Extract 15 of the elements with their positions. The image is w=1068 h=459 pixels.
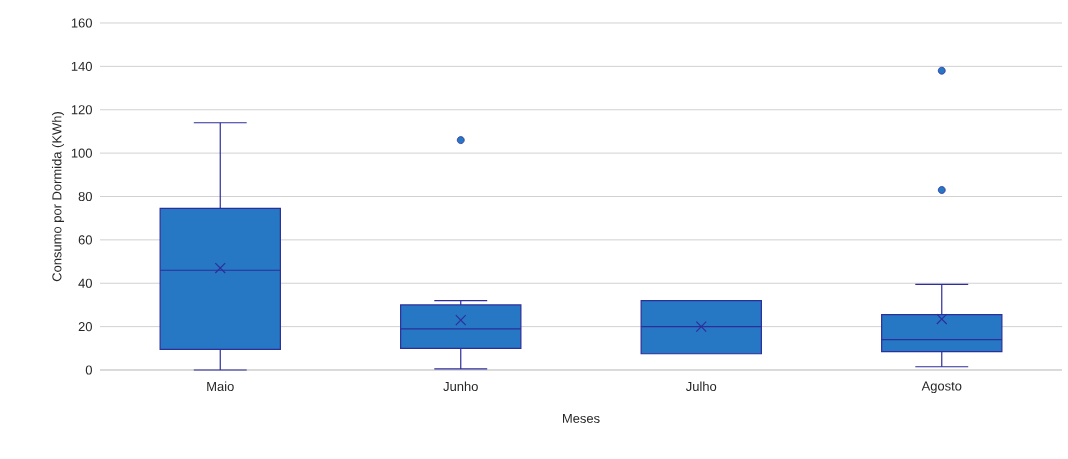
y-tick-label: 40 bbox=[78, 278, 92, 288]
x-tick-label: Junho bbox=[443, 381, 478, 392]
x-tick-label: Maio bbox=[207, 381, 234, 392]
y-tick-label: 80 bbox=[78, 191, 92, 202]
x-axis-title: Meses bbox=[563, 413, 600, 423]
x-tick-label: Agosto bbox=[921, 381, 962, 394]
y-tick-label: 120 bbox=[71, 105, 92, 115]
y-tick-label: 140 bbox=[71, 61, 92, 71]
y-tick-label: 20 bbox=[78, 322, 92, 332]
y-tick-label: 160 bbox=[71, 18, 92, 28]
y-tick-label: 100 bbox=[71, 148, 92, 158]
y-tick-label: 0 bbox=[85, 365, 92, 375]
x-tick-label: Julho bbox=[685, 381, 717, 392]
y-axis-title: Consumo por Dormida (KWh) bbox=[51, 112, 65, 282]
y-tick-label: 60 bbox=[78, 235, 92, 245]
